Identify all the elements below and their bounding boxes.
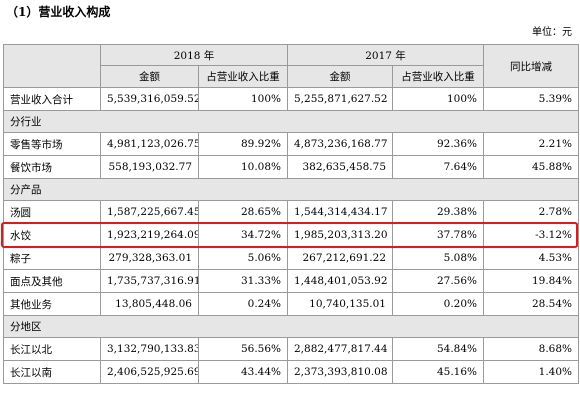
share-2018-cell: 34.72%	[198, 223, 288, 247]
yoy-cell: 8.68%	[483, 337, 579, 361]
total-amount-2017: 5,255,871,627.52	[287, 87, 393, 111]
section-header-row: 分地区	[3, 315, 579, 338]
row-label: 长江以南	[3, 360, 101, 384]
amount-2017-cell: 1,544,314,434.17	[287, 200, 393, 224]
revenue-table: 2018 年 2017 年 同比增减 金额 占营业收入比重 金额 占营业收入比重…	[3, 44, 579, 384]
header-row-metrics: 金额 占营业收入比重 金额 占营业收入比重	[4, 65, 579, 88]
header-share-2018: 占营业收入比重	[198, 65, 288, 88]
share-2018-cell: 89.92%	[198, 132, 288, 156]
total-share-2017: 100%	[392, 87, 484, 111]
total-amount-2018: 5,539,316,059.52	[100, 87, 199, 111]
row-label: 其他业务	[3, 292, 101, 316]
section-header-label: 分产品	[3, 178, 579, 201]
total-share-2018: 100%	[198, 87, 288, 111]
header-amount-2018: 金额	[100, 65, 199, 88]
amount-2017-cell: 2,882,477,817.44	[287, 337, 393, 361]
share-2018-cell: 5.06%	[198, 246, 288, 270]
yoy-cell: 2.78%	[483, 200, 579, 224]
table-row: 水饺 1,923,219,264.09 34.72% 1,985,203,313.20…	[3, 223, 579, 247]
yoy-cell: 19.84%	[483, 269, 579, 293]
row-label: 零售等市场	[3, 132, 101, 156]
amount-2017-cell: 382,635,458.75	[287, 155, 393, 179]
yoy-cell: 45.88%	[483, 155, 579, 179]
share-2018-cell: 56.56%	[198, 337, 288, 361]
amount-2017-cell: 4,873,236,168.77	[287, 132, 393, 156]
amount-2018-cell: 1,735,737,316.91	[100, 269, 199, 293]
table-row: 长江以北 3,132,790,133.83 56.56% 2,882,477,817.…	[3, 337, 579, 361]
amount-2018-cell: 1,923,219,264.09	[100, 223, 199, 247]
share-2017-cell: 5.08%	[392, 246, 484, 270]
share-2017-cell: 54.84%	[392, 337, 484, 361]
yoy-cell: 28.54%	[483, 292, 579, 316]
header-year-2017: 2017 年	[287, 44, 484, 66]
share-2017-cell: 7.64%	[392, 155, 484, 179]
amount-2018-cell: 1,587,225,667.45	[100, 200, 199, 224]
share-2018-cell: 43.44%	[198, 360, 288, 384]
header-amount-2017: 金额	[287, 65, 393, 88]
share-2017-cell: 0.20%	[392, 292, 484, 316]
header-blank	[3, 44, 101, 88]
share-2017-cell: 37.78%	[392, 223, 484, 247]
amount-2018-cell: 279,328,363.01	[100, 246, 199, 270]
amount-2017-cell: 10,740,135.01	[287, 292, 393, 316]
share-2018-cell: 10.08%	[198, 155, 288, 179]
table-row: 长江以南 2,406,525,925.69 43.44% 2,373,393,810.…	[3, 360, 579, 384]
row-label: 面点及其他	[3, 269, 101, 293]
amount-2017-cell: 1,985,203,313.20	[287, 223, 393, 247]
amount-2018-cell: 2,406,525,925.69	[100, 360, 199, 384]
yoy-cell: -3.12%	[483, 223, 579, 247]
amount-2017-cell: 1,448,401,053.92	[287, 269, 393, 293]
table-row: 其他业务 13,805,448.06 0.24% 10,740,135.01 0.20%…	[3, 292, 579, 316]
table-row: 零售等市场 4,981,123,026.75 89.92% 4,873,236,168…	[3, 132, 579, 156]
share-2018-cell: 31.33%	[198, 269, 288, 293]
amount-2018-cell: 3,132,790,133.83	[100, 337, 199, 361]
section-header-row: 分产品	[3, 178, 579, 201]
row-label: 餐饮市场	[3, 155, 101, 179]
header-yoy: 同比增减	[483, 44, 579, 88]
share-2017-cell: 92.36%	[392, 132, 484, 156]
row-label: 汤圆	[3, 200, 101, 224]
share-2017-cell: 45.16%	[392, 360, 484, 384]
yoy-cell: 2.21%	[483, 132, 579, 156]
row-label: 水饺	[3, 223, 101, 247]
total-yoy: 5.39%	[483, 87, 579, 111]
table-row: 餐饮市场 558,193,032.77 10.08% 382,635,458.75 7.…	[3, 155, 579, 179]
unit-label: 单位：元	[532, 27, 572, 38]
row-label: 长江以北	[3, 337, 101, 361]
amount-2018-cell: 558,193,032.77	[100, 155, 199, 179]
table-row: 汤圆 1,587,225,667.45 28.65% 1,544,314,434.17…	[3, 200, 579, 224]
header-row-years: 2018 年 2017 年 同比增减	[3, 44, 579, 88]
share-2018-cell: 28.65%	[198, 200, 288, 224]
amount-2017-cell: 2,373,393,810.08	[287, 360, 393, 384]
section-title: （1）营业收入构成	[6, 5, 111, 19]
amount-2017-cell: 267,212,691.22	[287, 246, 393, 270]
section-header-label: 分地区	[3, 315, 579, 338]
share-2017-cell: 29.38%	[392, 200, 484, 224]
table-row: 面点及其他 1,735,737,316.91 31.33% 1,448,401,053…	[3, 269, 579, 293]
section-header-label: 分行业	[3, 110, 579, 133]
row-label: 粽子	[3, 246, 101, 270]
total-label: 营业收入合计	[3, 87, 101, 111]
table-row: 粽子 279,328,363.01 5.06% 267,212,691.22 5.08%…	[3, 246, 579, 270]
share-2018-cell: 0.24%	[198, 292, 288, 316]
amount-2018-cell: 4,981,123,026.75	[100, 132, 199, 156]
yoy-cell: 1.40%	[483, 360, 579, 384]
header-share-2017: 占营业收入比重	[392, 65, 484, 88]
amount-2018-cell: 13,805,448.06	[100, 292, 199, 316]
total-row: 营业收入合计 5,539,316,059.52 100% 5,255,871,6…	[3, 87, 579, 111]
section-header-row: 分行业	[3, 110, 579, 133]
yoy-cell: 4.53%	[483, 246, 579, 270]
header-year-2018: 2018 年	[100, 44, 288, 66]
share-2017-cell: 27.56%	[392, 269, 484, 293]
